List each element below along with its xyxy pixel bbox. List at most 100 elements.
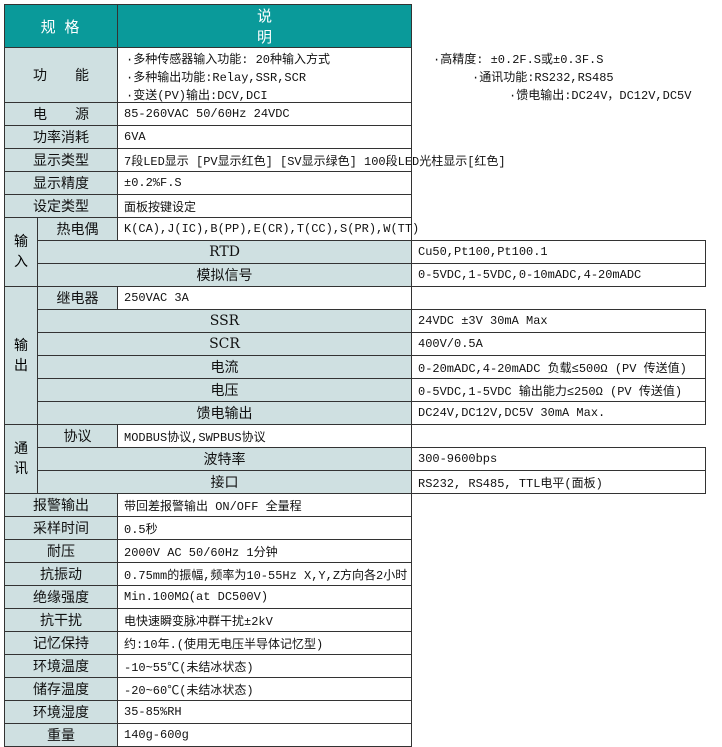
group-label: 输入: [4, 217, 38, 287]
table-row: 显示类型 7段LED显示 [PV显示红色] [SV显示绿色] 100段LED光柱显…: [4, 148, 706, 172]
row-value: 6VA: [117, 125, 412, 149]
row-label: 功率消耗: [4, 125, 118, 149]
row-value: 400V/0.5A: [411, 332, 706, 356]
table-row: 环境温度 -10~55℃(未结冰状态): [4, 654, 706, 678]
table-row: 设定类型 面板按键设定: [4, 194, 706, 218]
row-label: 显示精度: [4, 171, 118, 195]
row-value: 0.75mm的振幅,频率为10-55Hz X,Y,Z方向各2小时: [117, 562, 412, 586]
function-line: ·馈电输出:DC24V，DC12V,DC5V: [509, 89, 692, 103]
table-row: 抗干扰 电快速瞬变脉冲群干扰±2kV: [4, 608, 706, 632]
row-label: 电流: [37, 355, 412, 379]
table-row: 电源 85-260VAC 50/60Hz 24VDC: [4, 102, 706, 126]
table-row: 报警输出 带回差报警输出 ON/OFF 全量程: [4, 493, 706, 517]
group-label-text: 输出: [14, 337, 28, 374]
row-label: 继电器: [37, 286, 118, 310]
table-row: 功率消耗 6VA: [4, 125, 706, 149]
row-value: DC24V,DC12V,DC5V 30mA Max.: [411, 401, 706, 425]
row-label: SCR: [37, 332, 412, 356]
row-label: 耐压: [4, 539, 118, 563]
row-value: 250VAC 3A: [117, 286, 412, 310]
table-row: 接口 RS232, RS485, TTL电平(面板): [5, 470, 706, 494]
row-label: 抗振动: [4, 562, 118, 586]
table-row: 电流 0-20mADC,4-20mADC 负载≤500Ω (PV 传送值): [5, 355, 706, 379]
table-row: 显示精度 ±0.2%F.S: [4, 171, 706, 195]
row-label: SSR: [37, 309, 412, 333]
group-label-text: 输入: [14, 234, 28, 270]
row-label: 功能: [4, 47, 118, 103]
function-line: ·多种输出功能:Relay,SSR,SCR: [126, 71, 307, 85]
table-row: 记忆保持 约:10年.(使用无电压半导体记忆型): [4, 631, 706, 655]
row-value: K(CA),J(IC),B(PP),E(CR),T(CC),S(PR),W(TT…: [117, 217, 419, 241]
row-label: 环境温度: [4, 654, 118, 678]
row-value: 2000V AC 50/60Hz 1分钟: [117, 539, 412, 563]
row-value: 85-260VAC 50/60Hz 24VDC: [117, 102, 412, 126]
row-label: 波特率: [37, 447, 412, 471]
row-value: 7段LED显示 [PV显示红色] [SV显示绿色] 100段LED光柱显示[红色…: [117, 148, 506, 172]
row-label: 馈电输出: [37, 401, 412, 425]
row-value: 面板按键设定: [117, 194, 412, 218]
row-value: MODBUS协议,SWPBUS协议: [117, 424, 412, 448]
row-label: 显示类型: [4, 148, 118, 172]
row-label: 报警输出: [4, 493, 118, 517]
row-value: Cu50,Pt100,Pt100.1: [411, 240, 706, 264]
header-spec: 规 格: [4, 4, 118, 48]
row-label: 电源: [4, 102, 118, 126]
row-label: 抗干扰: [4, 608, 118, 632]
row-value: 0-5VDC,1-5VDC,0-10mADC,4-20mADC: [411, 263, 706, 287]
row-label: 协议: [37, 424, 118, 448]
row-label: 接口: [37, 470, 412, 494]
function-line: ·通讯功能:RS232,RS485: [472, 71, 614, 85]
table-row: 波特率 300-9600bps: [5, 447, 706, 471]
row-label: 热电偶: [37, 217, 118, 241]
table-row: 功能 ·多种传感器输入功能: 20种输入方式 ·高精度: ±0.2F.S或±0.…: [4, 47, 706, 103]
table-row: SCR 400V/0.5A: [5, 332, 706, 356]
row-value: 0-20mADC,4-20mADC 负载≤500Ω (PV 传送值): [411, 355, 706, 379]
row-value: 0.5秒: [117, 516, 412, 540]
table-row: 馈电输出 DC24V,DC12V,DC5V 30mA Max.: [5, 401, 706, 425]
row-label: 储存温度: [4, 677, 118, 701]
group-label: 输出: [4, 286, 38, 425]
group-label-text: 通讯: [14, 441, 28, 477]
spec-table: 规 格 说明 功能 ·多种传感器输入功能: 20种输入方式 ·高精度: ±0.2…: [4, 4, 706, 747]
row-value: 0-5VDC,1-5VDC 输出能力≤250Ω (PV 传送值): [411, 378, 706, 402]
row-label: 采样时间: [4, 516, 118, 540]
function-line: ·变送(PV)输出:DCV,DCI: [126, 89, 268, 103]
table-row: 电压 0-5VDC,1-5VDC 输出能力≤250Ω (PV 传送值): [5, 378, 706, 402]
group-label: 通讯: [4, 424, 38, 494]
row-label: 绝缘强度: [4, 585, 118, 609]
function-line: ·多种传感器输入功能: 20种输入方式: [126, 53, 331, 67]
row-label: 模拟信号: [37, 263, 412, 287]
row-value: ±0.2%F.S: [117, 171, 412, 195]
table-row: 采样时间 0.5秒: [4, 516, 706, 540]
table-row: 耐压 2000V AC 50/60Hz 1分钟: [4, 539, 706, 563]
row-value: 电快速瞬变脉冲群干扰±2kV: [117, 608, 412, 632]
row-label: 记忆保持: [4, 631, 118, 655]
row-label: 环境湿度: [4, 700, 118, 724]
table-row: SSR 24VDC ±3V 30mA Max: [5, 309, 706, 333]
row-value: 300-9600bps: [411, 447, 706, 471]
table-row: 模拟信号 0-5VDC,1-5VDC,0-10mADC,4-20mADC: [5, 263, 706, 287]
table-row: 输出 继电器 250VAC 3A: [4, 286, 706, 425]
row-value: 约:10年.(使用无电压半导体记忆型): [117, 631, 412, 655]
table-row: 绝缘强度 Min.100MΩ(at DC500V): [4, 585, 706, 609]
header-row: 规 格 说明: [4, 4, 706, 48]
table-row: 抗振动 0.75mm的振幅,频率为10-55Hz X,Y,Z方向各2小时: [4, 562, 706, 586]
header-desc: 说明: [117, 4, 412, 48]
row-value: Min.100MΩ(at DC500V): [117, 585, 412, 609]
table-row: 输入 热电偶 K(CA),J(IC),B(PP),E(CR),T(CC),S(PR)…: [4, 217, 706, 287]
function-cell: ·多种传感器输入功能: 20种输入方式 ·高精度: ±0.2F.S或±0.3F.…: [117, 47, 691, 103]
row-value: -20~60℃(未结冰状态): [117, 677, 412, 701]
row-value: 24VDC ±3V 30mA Max: [411, 309, 706, 333]
row-value: -10~55℃(未结冰状态): [117, 654, 412, 678]
row-label: 设定类型: [4, 194, 118, 218]
table-row: 环境湿度 35-85%RH: [4, 700, 706, 724]
function-line: ·高精度: ±0.2F.S或±0.3F.S: [433, 53, 604, 67]
table-row: 通讯 协议 MODBUS协议,SWPBUS协议: [4, 424, 706, 494]
row-label: RTD: [37, 240, 412, 264]
table-row: 储存温度 -20~60℃(未结冰状态): [4, 677, 706, 701]
row-label: 电压: [37, 378, 412, 402]
row-value: RS232, RS485, TTL电平(面板): [411, 470, 706, 494]
row-value: 带回差报警输出 ON/OFF 全量程: [117, 493, 412, 517]
row-value: 35-85%RH: [117, 700, 412, 724]
table-row: RTD Cu50,Pt100,Pt100.1: [5, 240, 706, 264]
